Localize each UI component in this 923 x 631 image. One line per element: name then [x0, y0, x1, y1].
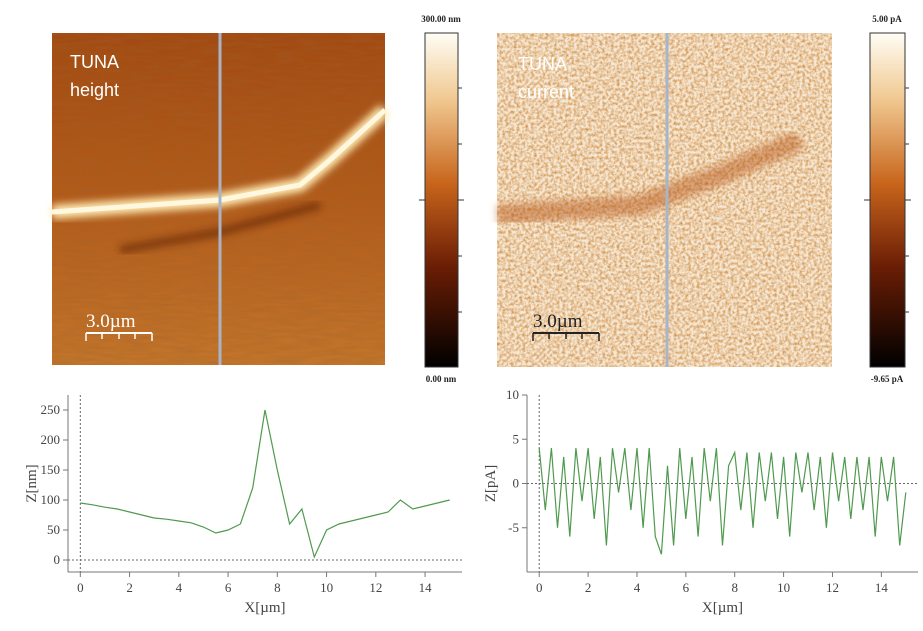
colorbar-ticks	[419, 87, 464, 313]
y-tick-label: 200	[41, 432, 61, 447]
y-tick-label: -5	[508, 520, 519, 535]
colorbar-min: 0.00 nm	[426, 374, 457, 384]
colorbar-max: 5.00 pA	[872, 14, 902, 24]
y-tick-label: 50	[47, 522, 60, 537]
y-tick-label: 5	[513, 431, 520, 446]
image-label: current	[518, 82, 574, 102]
x-tick-label: 6	[683, 580, 690, 595]
x-axis-label: X[µm]	[702, 600, 743, 616]
colorbar	[424, 32, 459, 368]
height-image	[51, 33, 390, 365]
x-tick-label: 10	[320, 580, 333, 595]
y-axis-label: Z[nm]	[24, 464, 40, 502]
x-tick-label: 2	[585, 580, 592, 595]
x-tick-label: 14	[419, 580, 433, 595]
current-image	[496, 33, 832, 367]
scale-bar-label: 3.0µm	[533, 311, 583, 332]
colorbar-ticks	[864, 87, 911, 313]
x-tick-label: 8	[274, 580, 281, 595]
y-tick-label: 150	[41, 462, 61, 477]
colorbar-max: 300.00 nm	[421, 14, 461, 24]
x-tick-label: 12	[826, 580, 839, 595]
scale-bar-label: 3.0µm	[86, 311, 136, 332]
y-tick-label: 0	[54, 552, 61, 567]
image-label: TUNA	[70, 52, 119, 72]
x-tick-label: 10	[777, 580, 790, 595]
x-tick-label: 0	[77, 580, 84, 595]
y-tick-label: 10	[506, 387, 519, 402]
y-tick-label: 0	[513, 476, 520, 491]
profile-line	[538, 448, 907, 555]
y-tick-label: 100	[41, 492, 61, 507]
x-tick-label: 4	[634, 580, 641, 595]
x-tick-label: 12	[369, 580, 382, 595]
x-tick-label: 8	[731, 580, 738, 595]
colorbar	[869, 32, 906, 368]
x-tick-label: 6	[225, 580, 232, 595]
x-tick-label: 0	[536, 580, 543, 595]
image-label: TUNA	[518, 54, 567, 74]
colorbar-min: -9.65 pA	[871, 374, 904, 384]
x-tick-label: 4	[176, 580, 183, 595]
x-tick-label: 14	[875, 580, 889, 595]
profile-line	[80, 409, 450, 559]
y-axis-label: Z[pA]	[483, 465, 499, 503]
x-tick-label: 2	[126, 580, 133, 595]
x-axis-label: X[µm]	[244, 600, 285, 616]
y-tick-label: 250	[41, 402, 61, 417]
image-label: height	[70, 80, 119, 100]
